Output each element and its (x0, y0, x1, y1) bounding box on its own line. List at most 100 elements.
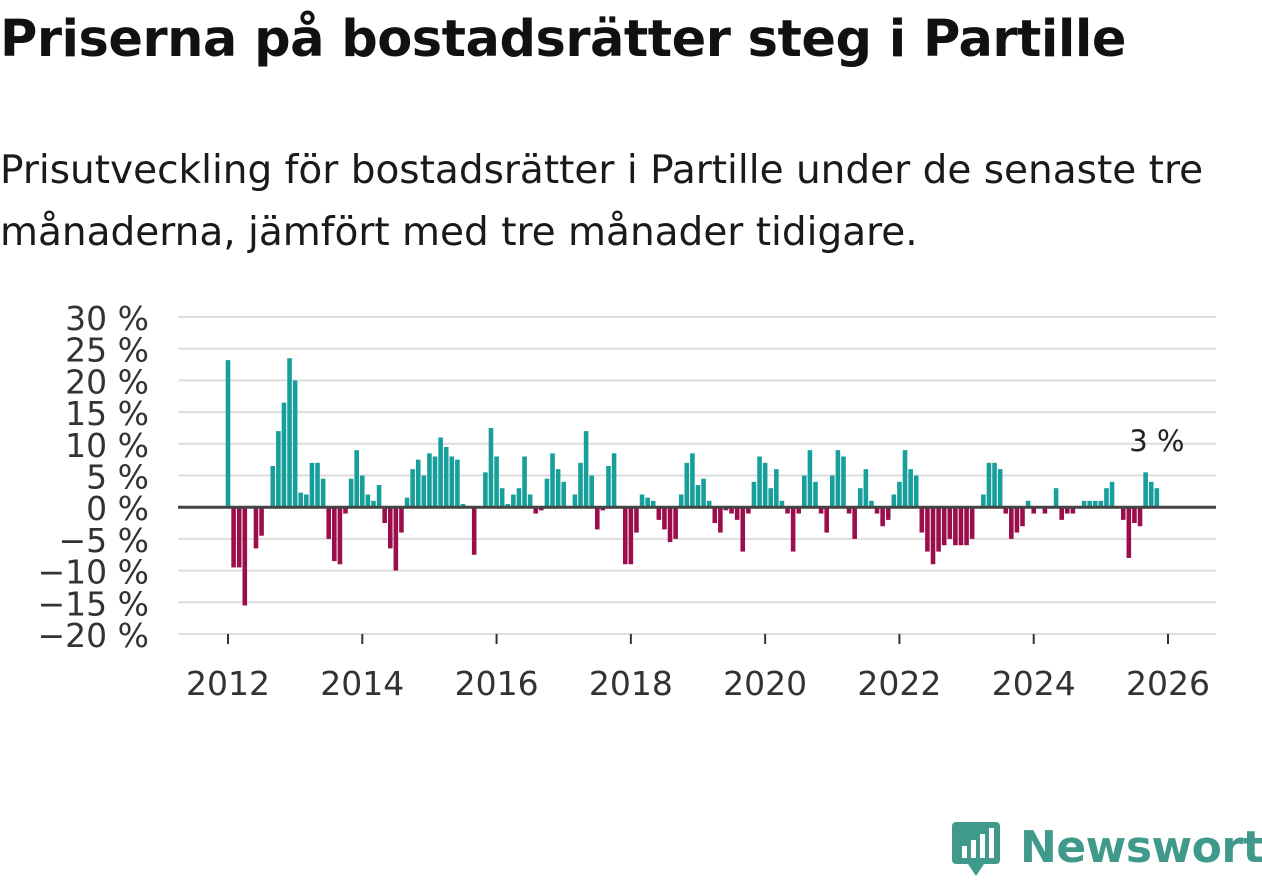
bar (802, 475, 807, 508)
bar (259, 507, 264, 536)
annotation-label: 3 % (1129, 424, 1184, 458)
bar (986, 462, 992, 508)
bar (399, 507, 404, 533)
y-tick-label: 10 % (65, 426, 149, 465)
bar (785, 507, 790, 514)
bar (824, 507, 829, 533)
bar (421, 475, 427, 508)
bar (729, 507, 734, 514)
bar (315, 462, 320, 508)
bar (427, 453, 432, 508)
bar (270, 465, 276, 508)
bar (343, 507, 348, 514)
bar (751, 481, 757, 508)
bar (611, 453, 617, 508)
bar (443, 446, 449, 508)
bar (667, 507, 673, 543)
bar (1087, 500, 1092, 508)
bar (953, 507, 958, 546)
bar (292, 380, 298, 508)
bar (494, 456, 499, 508)
bar (913, 475, 919, 508)
bar (1143, 472, 1148, 508)
bar (483, 472, 488, 508)
bar (1020, 507, 1025, 527)
bar (908, 469, 913, 508)
bar (1014, 507, 1020, 533)
bar (852, 507, 857, 539)
bar (332, 507, 337, 562)
x-tick-label: 2026 (1126, 664, 1210, 703)
x-axis: 2012 2014 2016 2018 2020 2022 2024 2026 (186, 634, 1210, 703)
bar (762, 462, 768, 508)
bar (276, 431, 281, 508)
y-tick-label: −15 % (38, 584, 150, 623)
y-tick-label: −10 % (38, 553, 150, 592)
bar (723, 507, 729, 511)
bar (863, 469, 869, 508)
bar (673, 507, 678, 539)
bar (958, 507, 964, 546)
bar (891, 494, 897, 508)
bar (650, 500, 656, 508)
chart-title: Priserna på bostadsrätter steg i Partill… (0, 10, 1126, 69)
bar (326, 507, 332, 539)
bar (533, 507, 539, 514)
bar (902, 450, 908, 508)
bar (880, 507, 885, 527)
bar (594, 507, 600, 530)
newsworthy-logo: Newsworthy (950, 818, 1262, 878)
bar (432, 456, 438, 508)
annotation: 3 % (1129, 424, 1184, 458)
y-tick-label: −20 % (38, 616, 150, 655)
bar (757, 456, 762, 508)
x-tick-label: 2014 (320, 664, 404, 703)
bar (555, 469, 561, 508)
bar (796, 507, 802, 514)
bar (455, 459, 460, 508)
bar (281, 402, 287, 508)
bar (690, 453, 695, 508)
bar (835, 450, 841, 508)
bar (818, 507, 824, 514)
bar (359, 475, 365, 508)
bar (606, 465, 611, 508)
bar (846, 507, 852, 514)
x-tick-label: 2022 (857, 664, 941, 703)
bar (527, 494, 533, 508)
y-tick-label: 30 % (65, 299, 149, 338)
bar (628, 507, 634, 565)
chart-subtitle: Prisutveckling för bostadsrätter i Parti… (0, 148, 1204, 255)
y-tick-label: 15 % (65, 394, 149, 433)
bar (712, 507, 718, 524)
bar (841, 456, 846, 508)
bar (309, 462, 315, 508)
newsworthy-logo-icon (952, 822, 1000, 876)
bar (471, 507, 477, 555)
bar (242, 507, 248, 606)
bar (253, 507, 259, 549)
bar (1126, 507, 1132, 558)
bar (874, 507, 880, 514)
bar (320, 478, 326, 508)
bar (969, 507, 975, 539)
bar (415, 459, 421, 508)
bar (298, 492, 304, 508)
bar (936, 507, 941, 552)
bar (1137, 507, 1143, 527)
bar (684, 462, 690, 508)
bar (1025, 500, 1031, 508)
bar (365, 494, 371, 508)
bar (287, 358, 292, 508)
bar (1059, 507, 1064, 520)
bar (997, 469, 1003, 508)
bar (516, 488, 522, 508)
bar (622, 507, 628, 565)
bar (488, 427, 494, 508)
bar (779, 500, 785, 508)
bar (449, 456, 455, 508)
y-tick-label: −5 % (59, 521, 150, 560)
bar (656, 507, 662, 520)
bar (678, 494, 684, 508)
